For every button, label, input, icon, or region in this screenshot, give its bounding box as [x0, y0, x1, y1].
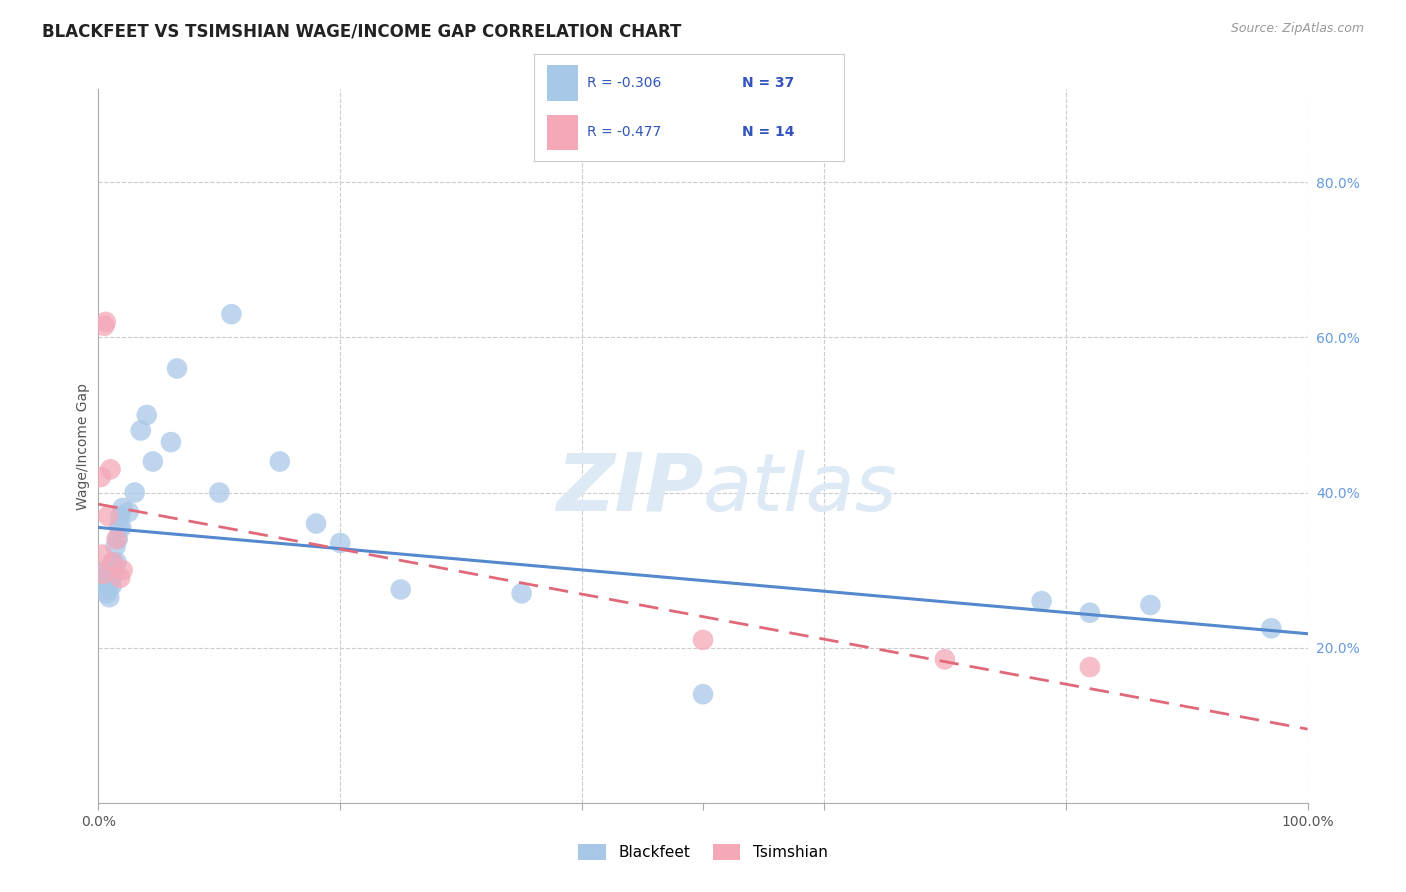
Point [208, 485, 231, 500]
Text: atlas: atlas [703, 450, 898, 528]
Point [124, 485, 146, 500]
Text: Source: ZipAtlas.com: Source: ZipAtlas.com [1230, 22, 1364, 36]
Point [98, 591, 121, 605]
Point [389, 582, 412, 597]
Point [692, 687, 714, 701]
Point [329, 536, 352, 550]
Legend: Blackfeet, Tsimshian: Blackfeet, Tsimshian [572, 838, 834, 866]
Point [100, 462, 122, 476]
Point [111, 501, 134, 516]
Text: N = 14: N = 14 [741, 125, 794, 138]
Point [108, 508, 131, 523]
Point [692, 632, 714, 647]
Point [96, 586, 118, 600]
Point [97, 582, 120, 597]
Text: ZIP: ZIP [555, 450, 703, 528]
Point [135, 408, 157, 422]
Point [105, 555, 128, 569]
Point [108, 571, 131, 585]
Point [510, 586, 533, 600]
Point [100, 571, 122, 585]
Point [104, 540, 127, 554]
Point [111, 563, 134, 577]
Point [1078, 606, 1101, 620]
Point [100, 579, 122, 593]
Point [1260, 621, 1282, 635]
Point [110, 520, 132, 534]
Point [101, 555, 124, 569]
Point [166, 361, 188, 376]
Point [91, 574, 114, 589]
Point [160, 435, 183, 450]
Point [129, 424, 152, 438]
Point [94, 563, 117, 577]
Point [93, 579, 115, 593]
Point [97, 508, 120, 523]
Text: R = -0.306: R = -0.306 [586, 76, 661, 90]
Point [105, 532, 128, 546]
Text: N = 37: N = 37 [741, 76, 794, 90]
Point [91, 566, 114, 581]
Point [1031, 594, 1053, 608]
Y-axis label: Wage/Income Gap: Wage/Income Gap [76, 383, 90, 509]
Point [94, 315, 117, 329]
Point [91, 548, 114, 562]
Point [90, 470, 112, 484]
Point [101, 555, 124, 569]
Point [91, 566, 114, 581]
Point [142, 454, 165, 468]
Text: BLACKFEET VS TSIMSHIAN WAGE/INCOME GAP CORRELATION CHART: BLACKFEET VS TSIMSHIAN WAGE/INCOME GAP C… [42, 22, 682, 40]
Point [934, 652, 956, 666]
Bar [547, 114, 578, 150]
Point [107, 532, 129, 546]
Point [221, 307, 243, 321]
Point [1078, 660, 1101, 674]
Point [108, 520, 131, 534]
Point [269, 454, 291, 468]
Point [93, 318, 115, 333]
Text: R = -0.477: R = -0.477 [586, 125, 661, 138]
Point [1139, 598, 1161, 612]
Point [103, 566, 125, 581]
Bar [547, 65, 578, 101]
Point [305, 516, 328, 531]
Point [118, 505, 141, 519]
